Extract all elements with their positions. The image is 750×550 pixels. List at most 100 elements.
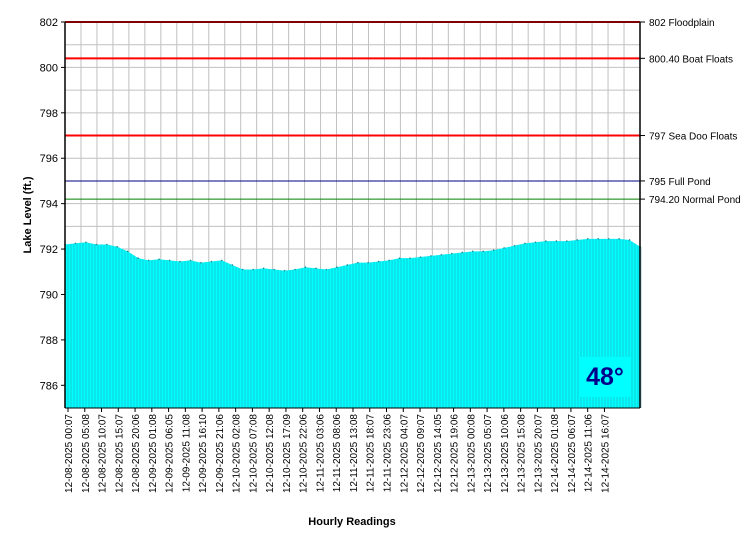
data-point: [461, 251, 464, 254]
y-tick-label: 796: [40, 153, 58, 165]
x-tick-label: 12-11-2025 13:08: [349, 414, 360, 493]
data-point: [116, 245, 119, 248]
y-tick-label: 798: [40, 108, 58, 120]
data-point: [398, 257, 401, 259]
y-tick-label: 802: [40, 17, 58, 29]
data-point: [482, 250, 484, 253]
x-tick-label: 12-09-2025 16:10: [198, 414, 209, 493]
x-tick-label: 12-13-2025 15:08: [517, 414, 528, 493]
x-tick-label: 12-09-2025 11:08: [181, 414, 192, 493]
reference-lines: [65, 21, 645, 200]
data-point: [294, 268, 296, 271]
x-tick-label: 12-10-2025 17:09: [282, 414, 293, 493]
data-point: [618, 238, 620, 240]
data-point: [545, 240, 547, 242]
x-tick-label: 12-10-2025 02:08: [232, 414, 243, 493]
data-point: [315, 267, 317, 270]
data-point: [566, 240, 568, 242]
data-point: [503, 247, 505, 249]
y-axis-label: Lake Level (ft.): [22, 176, 34, 253]
x-tick-label: 12-14-2025 06:07: [567, 414, 578, 493]
y-tick-label: 790: [40, 289, 58, 301]
x-tick-label: 12-10-2025 07:08: [248, 414, 259, 493]
x-tick-label: 12-08-2025 20:06: [131, 414, 142, 493]
data-point: [252, 268, 254, 271]
data-point: [221, 259, 223, 262]
data-point: [325, 268, 328, 271]
x-tick-label: 12-12-2025 14:05: [433, 414, 444, 493]
x-tick-label: 12-11-2025 08:06: [332, 414, 343, 493]
x-tick-label: 12-11-2025 18:07: [366, 414, 377, 493]
x-tick-label: 12-14-2025 01:08: [550, 414, 561, 493]
data-point: [440, 253, 443, 256]
data-point: [513, 244, 516, 247]
x-tick-label: 12-12-2025 09:07: [416, 414, 427, 493]
area-layer: [64, 238, 642, 408]
reference-label: 795 Full Pond: [649, 177, 711, 188]
x-tick-label: 12-12-2025 04:07: [399, 414, 410, 493]
data-point: [597, 238, 599, 240]
x-tick-label: 12-10-2025 12:08: [265, 414, 276, 493]
x-tick-label: 12-08-2025 10:07: [98, 414, 109, 493]
data-point: [273, 268, 275, 271]
x-tick-label: 12-08-2025 05:08: [81, 414, 92, 493]
data-point: [576, 239, 579, 241]
x-tick-label: 12-13-2025 20:07: [533, 414, 544, 493]
x-tick-label: 12-12-2025 19:06: [450, 414, 461, 493]
temperature-badge: 48°: [579, 357, 631, 397]
data-point: [210, 260, 213, 263]
x-tick-label: 12-14-2025 11:06: [584, 414, 595, 493]
data-point: [419, 256, 422, 258]
data-point: [451, 252, 453, 255]
data-point: [231, 264, 234, 266]
data-point: [85, 241, 87, 244]
data-point: [524, 242, 526, 245]
reference-label: 797 Sea Doo Floats: [649, 132, 737, 143]
data-point: [586, 238, 589, 240]
data-point: [304, 266, 307, 269]
data-point: [409, 257, 411, 259]
y-tick-label: 794: [40, 199, 58, 211]
reference-label: 802 Floodplain: [649, 18, 715, 29]
data-point: [283, 269, 286, 272]
data-point: [430, 255, 432, 257]
data-point: [388, 259, 390, 262]
reference-label: 800.40 Boat Floats: [649, 54, 733, 65]
data-point: [137, 257, 139, 259]
data-point: [377, 260, 380, 263]
x-tick-label: 12-08-2025 00:07: [64, 414, 75, 493]
data-point: [555, 240, 558, 242]
x-tick-label: 12-14-2025 16:07: [600, 414, 611, 493]
x-tick-label: 12-11-2025 03:06: [316, 414, 327, 493]
x-tick-label: 12-10-2025 22:06: [299, 414, 310, 493]
data-point: [471, 250, 474, 253]
x-tick-label: 12-09-2025 01:08: [148, 414, 159, 493]
data-point: [356, 261, 359, 264]
data-point: [200, 261, 202, 264]
x-tick-label: 12-13-2025 05:07: [483, 414, 494, 493]
x-tick-label: 12-13-2025 00:08: [466, 414, 477, 493]
data-point: [346, 264, 349, 266]
x-tick-label: 12-11-2025 23:06: [383, 414, 394, 493]
data-point: [336, 266, 338, 269]
x-tick-label: 12-13-2025 10:06: [500, 414, 511, 493]
data-point: [147, 259, 150, 262]
data-point: [262, 267, 265, 270]
data-point: [106, 243, 108, 246]
axes: [61, 21, 641, 412]
data-point: [168, 259, 171, 262]
x-tick-labels: 12-08-2025 00:07 12-08-2025 05:08 12-08-20…: [64, 414, 611, 493]
x-axis-label: Hourly Readings: [308, 516, 395, 528]
data-point: [126, 250, 129, 253]
reference-label: 794.20 Normal Pond: [649, 195, 741, 206]
data-point: [492, 249, 495, 251]
data-point: [367, 261, 369, 264]
y-tick-label: 786: [40, 380, 58, 392]
y-tick-label: 788: [40, 335, 58, 347]
data-point: [241, 268, 244, 271]
data-point: [95, 243, 98, 246]
data-point: [628, 239, 631, 241]
y-tick-label: 792: [40, 244, 58, 256]
data-point: [158, 258, 160, 261]
